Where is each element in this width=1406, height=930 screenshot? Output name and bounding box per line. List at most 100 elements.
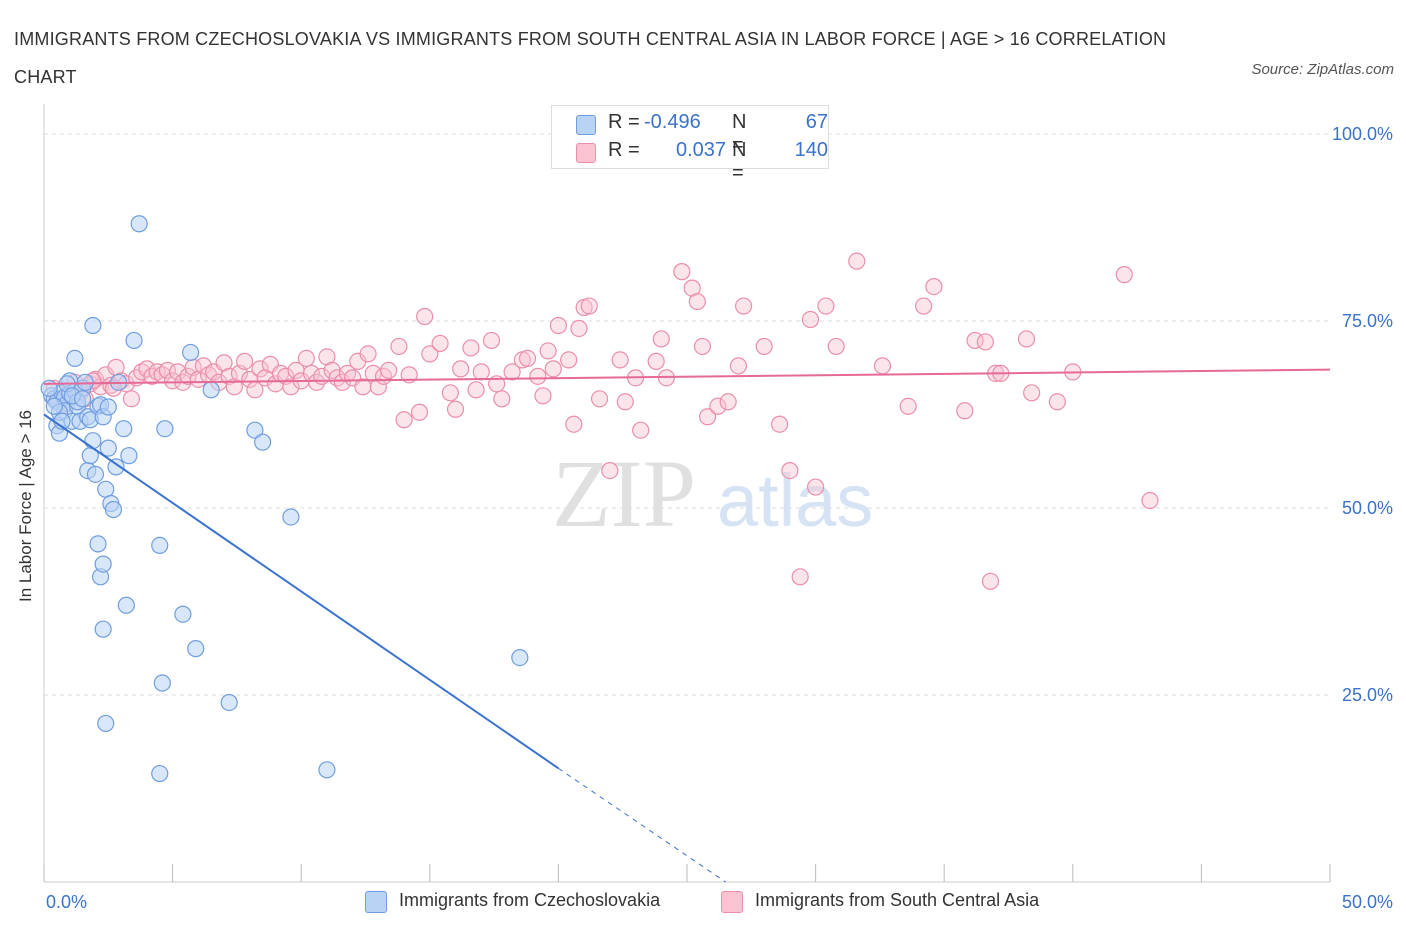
data-point-south-central-asia (688, 292, 706, 311)
data-point-south-central-asia (380, 361, 398, 379)
legend-r-value: -0.496 (644, 111, 701, 133)
series-legend-label: Immigrants from Czechoslovakia (399, 890, 661, 910)
data-point-czechoslovakia (107, 458, 125, 476)
data-point-south-central-asia (719, 393, 737, 411)
data-point-czechoslovakia (99, 439, 117, 457)
legend-swatch-blue (576, 115, 596, 135)
data-point-czechoslovakia (84, 432, 102, 450)
data-point-south-central-asia (446, 400, 465, 418)
legend-n-label: N = (732, 139, 747, 184)
data-point-czechoslovakia (89, 535, 107, 553)
data-point-czechoslovakia (99, 398, 117, 416)
data-point-south-central-asia (925, 277, 943, 296)
data-point-south-central-asia (503, 363, 521, 381)
data-point-south-central-asia (981, 572, 1000, 590)
legend-r-value: 0.037 (676, 139, 727, 161)
data-point-south-central-asia (431, 334, 449, 353)
trend-line-czechoslovakia (43, 413, 559, 770)
axis-layer (43, 104, 1331, 883)
data-point-south-central-asia (709, 397, 727, 415)
data-point-south-central-asia (1141, 491, 1159, 510)
data-point-south-central-asia (817, 297, 835, 315)
data-point-south-central-asia (781, 462, 799, 480)
data-point-czechoslovakia (182, 343, 200, 362)
data-point-czechoslovakia (130, 215, 148, 233)
legend-n-value: 140 (794, 139, 828, 161)
data-point-south-central-asia (611, 351, 629, 369)
data-point-south-central-asia (452, 360, 470, 378)
data-point-czechoslovakia (174, 605, 192, 623)
y-tick-label: 75.0% (1342, 311, 1393, 331)
y-tick-label: 25.0% (1342, 685, 1393, 705)
data-point-czechoslovakia (246, 421, 264, 439)
data-point-south-central-asia (410, 403, 429, 421)
data-point-south-central-asia (590, 390, 609, 408)
data-point-south-central-asia (729, 357, 748, 375)
series-legend: Immigrants from Czechoslovakia Immigrant… (0, 888, 1406, 916)
data-point-czechoslovakia (117, 596, 135, 614)
data-point-south-central-asia (801, 310, 820, 329)
data-point-czechoslovakia (125, 331, 143, 350)
data-point-czechoslovakia (94, 620, 112, 638)
data-point-czechoslovakia (84, 316, 102, 335)
data-point-south-central-asia (1017, 330, 1036, 348)
data-point-south-central-asia (518, 349, 537, 367)
data-point-south-central-asia (194, 357, 213, 375)
data-point-south-central-asia (652, 330, 670, 348)
data-point-czechoslovakia (151, 536, 169, 555)
data-point-south-central-asia (806, 478, 825, 496)
series-czechoslovakia (40, 215, 529, 783)
data-point-south-central-asia (601, 462, 619, 480)
data-point-czechoslovakia (73, 390, 92, 408)
data-point-czechoslovakia (97, 480, 115, 498)
data-point-south-central-asia (1023, 384, 1041, 402)
data-point-south-central-asia (462, 339, 480, 357)
data-point-czechoslovakia (511, 648, 529, 667)
data-point-south-central-asia (122, 390, 141, 408)
y-tick-label: 50.0% (1342, 498, 1393, 518)
data-point-czechoslovakia (104, 500, 123, 519)
data-point-czechoslovakia (86, 465, 105, 483)
series-legend-swatch-blue (365, 891, 387, 913)
data-point-south-central-asia (673, 263, 691, 281)
data-point-south-central-asia (467, 381, 485, 399)
data-point-south-central-asia (734, 297, 753, 315)
data-point-south-central-asia (544, 360, 562, 378)
data-point-south-central-asia (698, 408, 717, 426)
data-point-south-central-asia (333, 373, 351, 391)
data-point-south-central-asia (770, 415, 789, 433)
legend-r-label: R = (608, 111, 640, 133)
data-point-south-central-asia (282, 378, 300, 396)
tick-labels: 25.0% 50.0% 75.0% 100.0% 0.0% 50.0% (46, 124, 1393, 912)
data-point-south-central-asia (616, 393, 634, 411)
legend-r-label: R = (608, 139, 640, 161)
legend-n-value: 67 (805, 111, 828, 133)
data-point-south-central-asia (421, 345, 439, 363)
data-point-south-central-asia (560, 351, 578, 369)
data-point-south-central-asia (472, 363, 490, 381)
data-point-south-central-asia (369, 378, 387, 396)
y-axis-label-wrap: In Labor Force | Age > 16 (16, 410, 36, 612)
data-point-south-central-asia (534, 387, 552, 405)
data-point-south-central-asia (539, 342, 557, 360)
data-point-south-central-asia (791, 568, 809, 586)
data-point-czechoslovakia (202, 381, 220, 399)
data-point-south-central-asia (565, 415, 583, 433)
data-point-south-central-asia (169, 363, 187, 381)
data-point-south-central-asia (251, 360, 269, 378)
data-point-south-central-asia (179, 367, 197, 385)
data-point-south-central-asia (1048, 393, 1066, 411)
data-point-czechoslovakia (254, 433, 272, 451)
data-point-south-central-asia (580, 297, 598, 315)
data-point-south-central-asia (359, 345, 377, 363)
legend-swatch-pink (576, 143, 596, 163)
data-point-south-central-asia (416, 307, 434, 326)
trend-line-south-central-asia (43, 368, 1331, 385)
data-point-south-central-asia (1115, 266, 1133, 284)
y-tick-label: 100.0% (1332, 124, 1393, 144)
data-point-south-central-asia (220, 367, 238, 385)
data-point-czechoslovakia (151, 764, 169, 783)
data-point-south-central-asia (899, 397, 917, 415)
data-point-czechoslovakia (97, 714, 115, 733)
